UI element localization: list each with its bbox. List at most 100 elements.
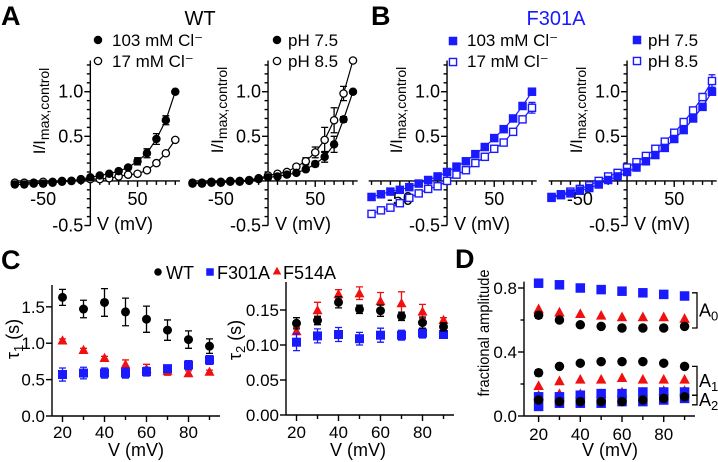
y-tick-label: 0.8 [493, 279, 517, 298]
data-point [418, 318, 427, 328]
plot-c-tau1: 20 40 60 800.00.51.01.5V (mV)τ1 (s)WT F301A F… [3, 263, 336, 460]
data-point [637, 373, 649, 384]
data-point [395, 198, 405, 208]
y-tick-label: 0.5 [236, 126, 261, 146]
legend-label: 103 mM Cl⁻ [112, 31, 203, 50]
data-point [79, 368, 88, 378]
data-point [329, 140, 339, 149]
legend-label: WT [166, 263, 194, 283]
plot-c-tau2: 20 40 60 80 0.00 0.05 0.10 0.15 V (mV) τ2 (s) [225, 282, 454, 460]
y-tick-label: 0.4 [493, 343, 517, 362]
series-layer [367, 87, 537, 219]
data-point [423, 175, 433, 185]
y-axis-label-main: I/I [30, 140, 49, 154]
filled-square-marker-icon [632, 35, 642, 45]
y-axis-label-unit: (s) [225, 320, 245, 346]
y-tick-label: 0.0 [21, 407, 45, 426]
data-point [333, 288, 344, 299]
series-wt-a1 [533, 356, 690, 378]
y-tick-label: 0.10 [246, 336, 279, 355]
data-point [405, 182, 414, 192]
x-tick-label: -50 [30, 189, 56, 209]
data-point [575, 396, 586, 407]
data-point [414, 179, 423, 188]
x-tick-label: 20 [529, 425, 548, 444]
data-point [57, 177, 67, 187]
data-point [575, 283, 586, 293]
data-point [254, 174, 263, 184]
panel-a-title: WT [184, 8, 215, 30]
x-tick-label: 60 [137, 423, 156, 442]
data-point [679, 392, 690, 402]
y-tick-label: -0.5 [230, 216, 261, 236]
data-point [518, 101, 527, 111]
data-point [329, 115, 339, 125]
data-point [114, 166, 123, 176]
data-point [121, 307, 130, 317]
y-tick-label: -0.5 [589, 216, 620, 236]
data-point [334, 330, 343, 339]
legend: 103 mM Cl⁻ 17 mM Cl⁻ [448, 31, 558, 71]
data-point [707, 76, 717, 86]
data-point [638, 288, 648, 298]
x-axis-label: V (mV) [97, 214, 153, 234]
series-f514a-a1 [533, 372, 690, 391]
x-tick-label: 40 [329, 423, 348, 442]
data-point [658, 323, 669, 333]
x-tick-label: 60 [371, 423, 390, 442]
data-point [617, 323, 627, 333]
data-point [679, 117, 688, 127]
data-point [442, 167, 452, 177]
x-tick-label: -50 [208, 189, 234, 209]
data-point [698, 92, 707, 102]
data-point [292, 318, 301, 328]
y-axis-label-main: I/I [387, 139, 406, 153]
data-point [596, 284, 606, 295]
data-point [57, 335, 68, 345]
data-point [616, 311, 628, 322]
data-point [433, 172, 442, 181]
legend-label: F301A [217, 263, 270, 283]
series-f301a-a0 [533, 278, 690, 301]
x-tick-label: 60 [613, 425, 632, 444]
bracket-label-main: A [699, 300, 711, 320]
legend-item-wt: WT [154, 263, 194, 283]
filled-square-marker-icon [448, 36, 458, 46]
data-point [658, 358, 669, 368]
data-point [397, 311, 406, 321]
data-point [161, 148, 171, 158]
data-point [566, 189, 575, 198]
data-point [386, 187, 395, 196]
x-axis-label: V (mV) [330, 440, 386, 460]
data-point [533, 380, 544, 391]
data-point [142, 165, 152, 175]
data-point [613, 172, 622, 181]
data-point [188, 179, 197, 188]
data-point [312, 305, 323, 315]
series-layer [547, 74, 717, 203]
data-point [244, 176, 254, 186]
y-axis-label-subscript: max,control [393, 67, 409, 139]
series-103-mm-cl [367, 87, 537, 202]
data-point [204, 366, 215, 376]
y-tick-label: 0.5 [415, 126, 440, 146]
legend-item-ph-7-5: pH 7.5 [632, 31, 698, 50]
data-point [554, 361, 565, 372]
data-point [638, 387, 648, 397]
data-point [320, 135, 329, 145]
y-tick-label: 0.15 [246, 301, 279, 320]
data-point [301, 165, 311, 174]
data-point [471, 149, 480, 159]
y-axis-label: fractional amplitude [476, 269, 493, 396]
data-point [638, 323, 648, 333]
data-point [527, 103, 537, 113]
data-point [375, 295, 386, 306]
y-axis-label-main: I/I [208, 139, 227, 153]
data-point [575, 390, 586, 400]
data-point [171, 87, 180, 96]
series-layer [188, 56, 358, 188]
data-point [554, 375, 565, 386]
data-point [104, 169, 114, 179]
data-point [658, 387, 669, 397]
